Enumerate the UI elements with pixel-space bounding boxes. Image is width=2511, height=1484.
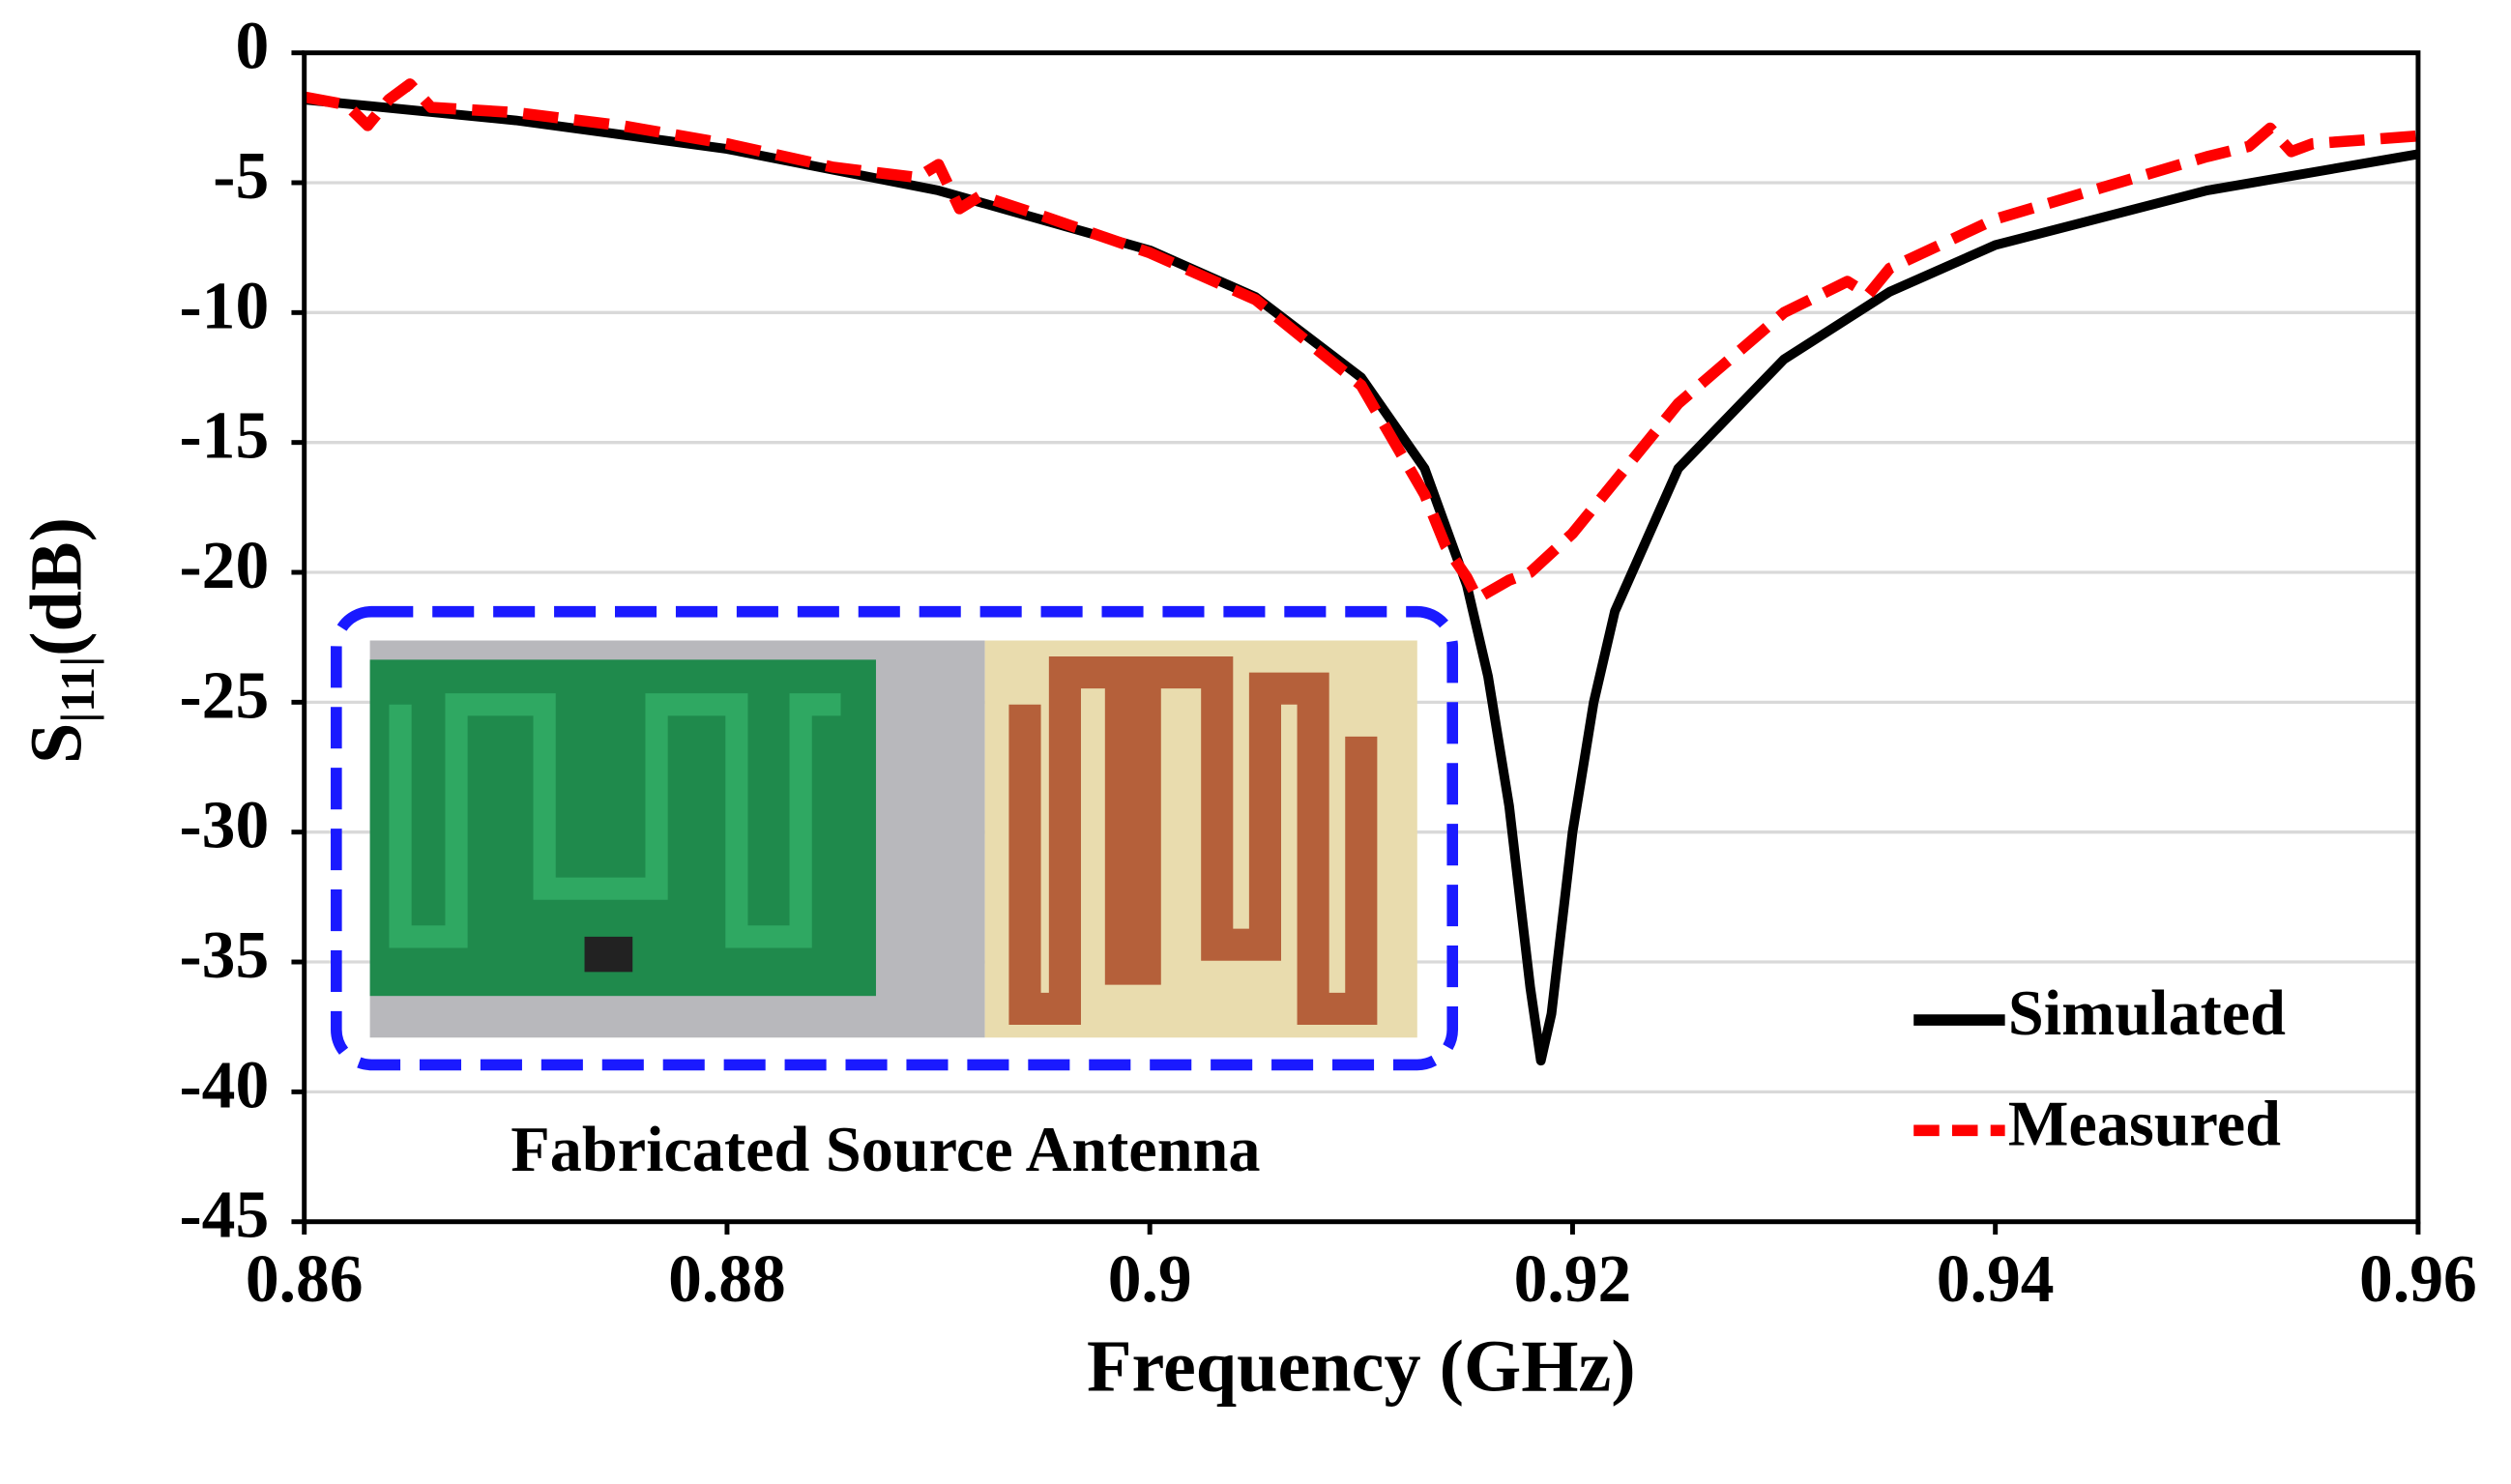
y-axis-sub: |11|	[52, 656, 105, 723]
x-tick-label: 0.96	[2359, 1242, 2477, 1317]
plot-frame	[302, 50, 2421, 1225]
y-tick-label: 0	[235, 10, 269, 84]
lines	[303, 78, 2419, 1066]
legend-label: Simulated	[2008, 978, 2286, 1049]
x-tick-label: 0.92	[1514, 1242, 1632, 1317]
y-axis-main: S	[16, 723, 98, 764]
y-tick-label: -20	[180, 529, 270, 603]
x-axis-title: Frequency (GHz)	[1087, 1326, 1636, 1408]
y-tick-label: -40	[180, 1048, 270, 1122]
copper-trace	[1008, 656, 1378, 1025]
series-line	[303, 78, 2419, 604]
y-axis-title: S|11|(dB)	[16, 517, 105, 764]
y-axis-unit: (dB)	[16, 517, 98, 656]
y-tick-label: -5	[213, 139, 269, 214]
annotation: Fabricated Source Antenna	[511, 1115, 1260, 1185]
x-tick-label: 0.9	[1108, 1242, 1192, 1317]
y-tick-label: -25	[180, 658, 270, 733]
y-tick-label: -35	[180, 918, 270, 993]
inset-frame	[331, 605, 1459, 1071]
x-tick-label: 0.94	[1937, 1242, 2055, 1317]
x-tick-label: 0.88	[668, 1242, 786, 1317]
green-trace	[389, 693, 841, 948]
series-line	[304, 95, 2419, 1066]
legend-label: Measured	[2008, 1090, 2281, 1160]
x-tick-label: 0.86	[246, 1242, 364, 1317]
y-tick-label: -30	[180, 789, 270, 863]
y-tick-label: -15	[180, 399, 270, 474]
chip	[584, 936, 633, 973]
inset-photo	[331, 605, 1459, 1071]
y-tick-label: -45	[180, 1178, 270, 1253]
y-tick-label: -10	[180, 269, 270, 343]
legend: Simulated Measured	[1913, 978, 2286, 1160]
